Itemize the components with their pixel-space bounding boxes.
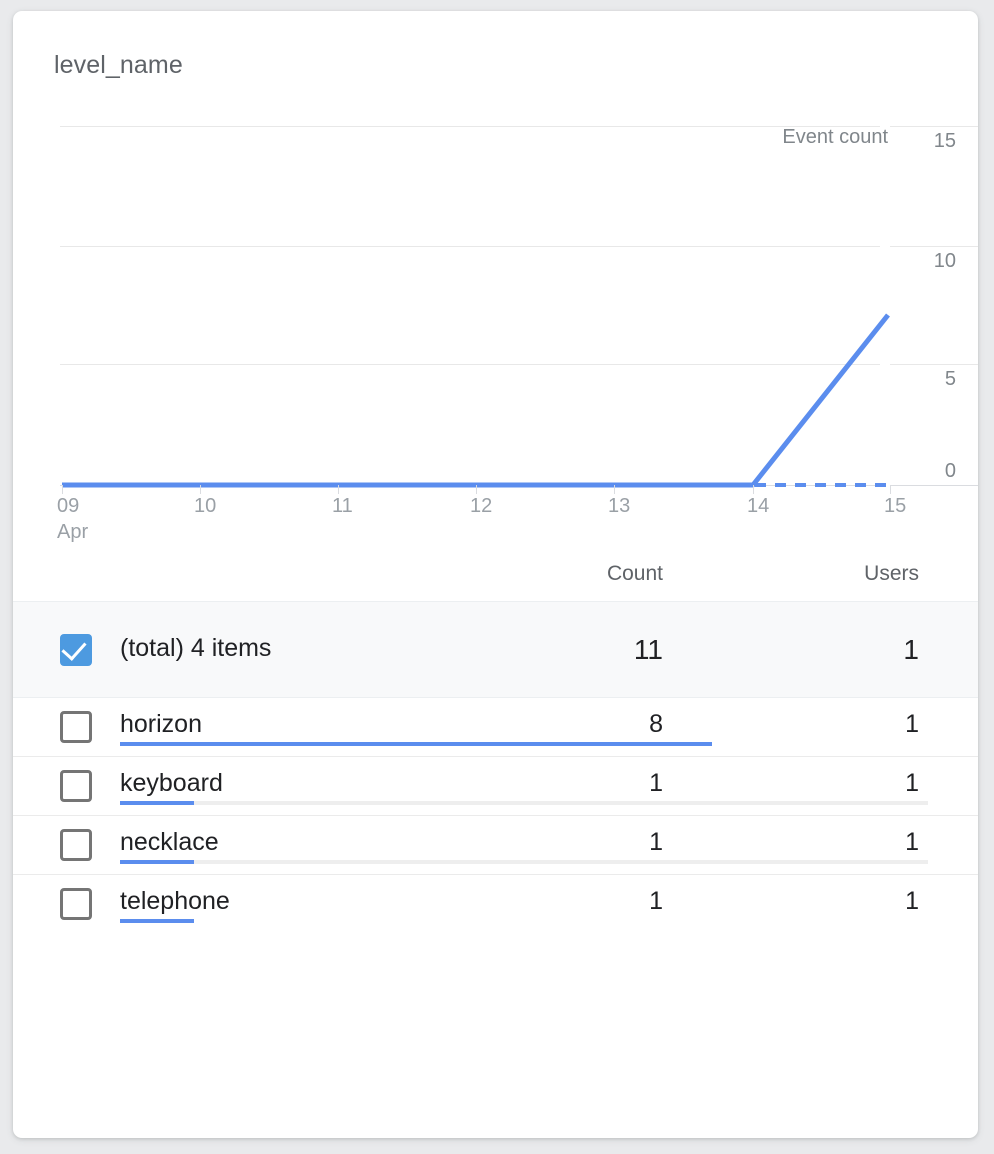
bar-fill-horizon	[120, 742, 712, 746]
table-header-row: Count Users	[13, 556, 978, 601]
cell-users-necklace: 1	[905, 828, 919, 856]
bar-track-necklace	[120, 860, 928, 864]
cell-users-keyboard: 1	[905, 769, 919, 797]
cell-count-total: 11	[633, 634, 663, 665]
y-tick-label-15: 15	[933, 130, 956, 152]
x-tick-11	[338, 485, 339, 494]
x-tick-09	[62, 485, 63, 494]
y-tick-label-5: 5	[944, 368, 956, 390]
gridline-5	[60, 364, 880, 365]
table-row[interactable]: keyboard 1 1	[13, 757, 978, 816]
cell-count-keyboard: 1	[649, 769, 663, 797]
gridline-5-gutter	[890, 364, 978, 365]
row-label-keyboard: keyboard	[120, 769, 223, 797]
bar-fill-necklace	[120, 860, 194, 864]
x-axis-label-14: 14	[747, 495, 770, 517]
page-title: level_name	[54, 51, 183, 79]
bar-fill-telephone	[120, 919, 194, 923]
check-icon	[61, 635, 87, 661]
cell-count-horizon: 8	[649, 710, 663, 738]
x-tick-14	[753, 485, 754, 494]
checkbox-keyboard[interactable]	[60, 770, 92, 802]
event-count-line-chart: 15 10 5 0 Event count 09 Apr 10 11 12 13…	[13, 106, 978, 551]
cell-count-necklace: 1	[649, 828, 663, 856]
column-header-count[interactable]: Count	[606, 562, 663, 585]
checkbox-telephone[interactable]	[60, 888, 92, 920]
table-row-total[interactable]: (total) 4 items 11 1	[13, 601, 978, 698]
level-name-table: Count Users (total) 4 items 11 1 horizon…	[13, 556, 978, 933]
x-axis-label-09-month: Apr	[57, 521, 89, 543]
checkbox-total[interactable]	[60, 634, 92, 666]
bar-track-keyboard	[120, 801, 928, 805]
row-label-horizon: horizon	[120, 710, 202, 738]
row-label-telephone: telephone	[120, 887, 230, 915]
line-path-event-count	[62, 313, 890, 488]
bar-track-telephone	[120, 919, 194, 923]
table-row[interactable]: telephone 1 1	[13, 875, 978, 933]
axis-line-zero-gutter	[890, 485, 978, 486]
x-axis-label-10: 10	[194, 495, 217, 517]
x-tick-13	[614, 485, 615, 494]
checkbox-necklace[interactable]	[60, 829, 92, 861]
x-axis-label-12: 12	[470, 495, 493, 517]
x-tick-10	[200, 485, 201, 494]
x-axis-label-09: 09 Apr	[57, 493, 88, 545]
bar-track-horizon	[120, 742, 712, 746]
gridline-10	[60, 246, 880, 247]
series-label-event-count: Event count	[782, 126, 888, 148]
checkbox-horizon[interactable]	[60, 711, 92, 743]
cell-users-total: 1	[903, 634, 919, 665]
line-series-plot	[62, 313, 890, 488]
y-tick-label-10: 10	[933, 250, 956, 272]
x-axis-label-11: 11	[332, 495, 353, 517]
gridline-15-gutter	[890, 126, 978, 127]
row-label-necklace: necklace	[120, 828, 219, 856]
gridline-15	[60, 126, 880, 127]
cell-users-horizon: 1	[905, 710, 919, 738]
column-header-users[interactable]: Users	[864, 562, 919, 585]
table-row[interactable]: necklace 1 1	[13, 816, 978, 875]
y-tick-label-0: 0	[944, 460, 956, 482]
row-label-total: (total) 4 items	[120, 634, 272, 662]
gridline-10-gutter	[890, 246, 978, 247]
level-name-card: level_name 15 10 5 0 Event count	[13, 11, 978, 1138]
table-row[interactable]: horizon 8 1	[13, 698, 978, 757]
x-axis-label-15: 15	[884, 495, 907, 517]
cell-users-telephone: 1	[905, 887, 919, 915]
x-axis-label-13: 13	[608, 495, 631, 517]
cell-count-telephone: 1	[649, 887, 663, 915]
x-axis-label-09-day: 09	[57, 495, 80, 517]
bar-fill-keyboard	[120, 801, 194, 805]
x-tick-15	[890, 485, 891, 494]
x-tick-12	[476, 485, 477, 494]
